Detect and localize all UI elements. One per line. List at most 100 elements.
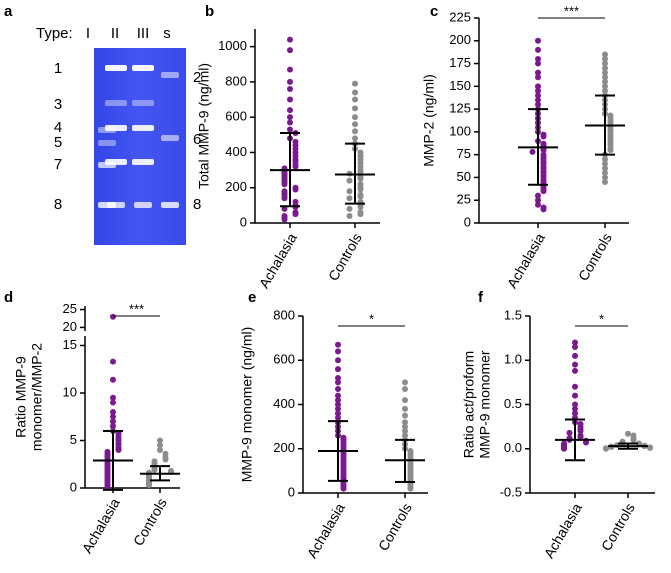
data-point: [346, 195, 353, 202]
data-point: [340, 485, 347, 492]
band-label: 1: [54, 60, 62, 77]
data-point: [335, 410, 341, 417]
panel-label: b: [205, 3, 214, 20]
data-point: [402, 432, 408, 439]
data-point: [110, 394, 116, 401]
data-point: [540, 206, 547, 213]
y-tick-label: 1.5: [504, 307, 522, 322]
data-point: [352, 105, 358, 112]
band-label: 7: [54, 156, 62, 173]
y-axis-label: MMP-2 (ng/ml): [421, 74, 437, 167]
data-point: [287, 114, 293, 121]
y-tick-label: 1.0: [504, 352, 522, 367]
lane-label: III: [137, 25, 150, 42]
data-point: [357, 186, 364, 193]
data-point: [287, 119, 293, 126]
x-tick-label: Controls: [598, 500, 638, 553]
data-point: [602, 169, 608, 176]
data-point: [602, 87, 608, 94]
gel-band: [161, 72, 179, 78]
data-point: [602, 65, 608, 72]
data-point: [287, 78, 293, 85]
x-tick-label: Achalasia: [304, 500, 348, 561]
data-point: [572, 361, 578, 368]
y-tick-label: 125: [449, 101, 471, 116]
data-point: [157, 447, 163, 453]
y-tick-label: 800: [273, 307, 295, 322]
band-label: 3: [54, 96, 62, 113]
x-tick-label: Achalasia: [256, 230, 300, 291]
data-point: [292, 163, 299, 170]
y-tick-label: 1000: [218, 38, 247, 53]
panel-label: f: [478, 289, 484, 306]
data-point: [352, 121, 358, 128]
band-label: 6: [193, 131, 201, 148]
gel-band: [107, 202, 125, 208]
data-point: [535, 92, 541, 99]
gel-band: [105, 159, 127, 165]
data-point: [535, 83, 541, 90]
y-tick-label: 600: [225, 109, 247, 124]
data-point: [352, 128, 358, 135]
y-tick-label: 0: [70, 479, 77, 494]
y-tick-label: 25: [457, 192, 471, 207]
x-tick-label: Controls: [575, 230, 615, 283]
data-point: [535, 56, 541, 62]
data-point: [157, 437, 163, 444]
data-point: [357, 211, 364, 218]
x-tick-label: Controls: [130, 495, 170, 548]
gel-band: [161, 202, 179, 208]
data-point: [110, 409, 116, 415]
y-tick-label: 100: [449, 123, 471, 138]
data-point: [407, 485, 414, 492]
data-point: [535, 37, 541, 44]
data-point: [357, 204, 364, 211]
data-point: [572, 392, 578, 399]
data-point: [602, 83, 608, 90]
y-tick-label: 175: [449, 55, 471, 70]
lane-label: s: [163, 25, 171, 42]
data-point: [335, 392, 341, 399]
y-tick-label: 0.5: [504, 396, 522, 411]
data-point: [402, 412, 408, 419]
data-point: [647, 444, 653, 451]
data-point: [602, 56, 608, 62]
y-tick-label: 0: [240, 214, 247, 229]
data-point: [572, 339, 578, 346]
band-label: 8: [54, 196, 62, 213]
data-point: [146, 482, 152, 489]
data-point: [535, 97, 541, 103]
data-point: [602, 78, 608, 85]
data-point: [287, 107, 293, 114]
data-point: [281, 216, 288, 223]
band-label: 5: [54, 134, 62, 151]
gel-band: [132, 100, 154, 106]
significance-label: *: [599, 311, 604, 326]
y-tick-label: 200: [273, 440, 295, 455]
panel-label: e: [248, 289, 256, 306]
y-tick-label: 0: [288, 484, 295, 499]
data-point: [287, 126, 293, 133]
data-point: [335, 405, 341, 412]
y-tick-label: 400: [225, 144, 247, 159]
x-tick-label: Achalasia: [504, 230, 548, 291]
data-point: [110, 358, 116, 365]
y-tick-label: 10: [63, 384, 77, 399]
panel-label: d: [4, 289, 13, 306]
data-point: [540, 188, 547, 195]
data-point: [402, 423, 408, 430]
data-point: [335, 401, 341, 408]
data-point: [335, 414, 341, 421]
lane-label: I: [86, 25, 90, 42]
data-point: [577, 428, 584, 435]
data-point: [602, 165, 608, 172]
data-point: [110, 418, 116, 425]
y-axis-label: MMP-9 monomer (ng/ml): [239, 327, 255, 483]
data-point: [346, 177, 353, 184]
data-point: [402, 397, 408, 404]
y-tick-label: 150: [449, 78, 471, 93]
data-point: [572, 343, 578, 350]
data-point: [157, 442, 163, 449]
y-axis-label: Total MMP-9 (ng/ml): [196, 63, 212, 189]
